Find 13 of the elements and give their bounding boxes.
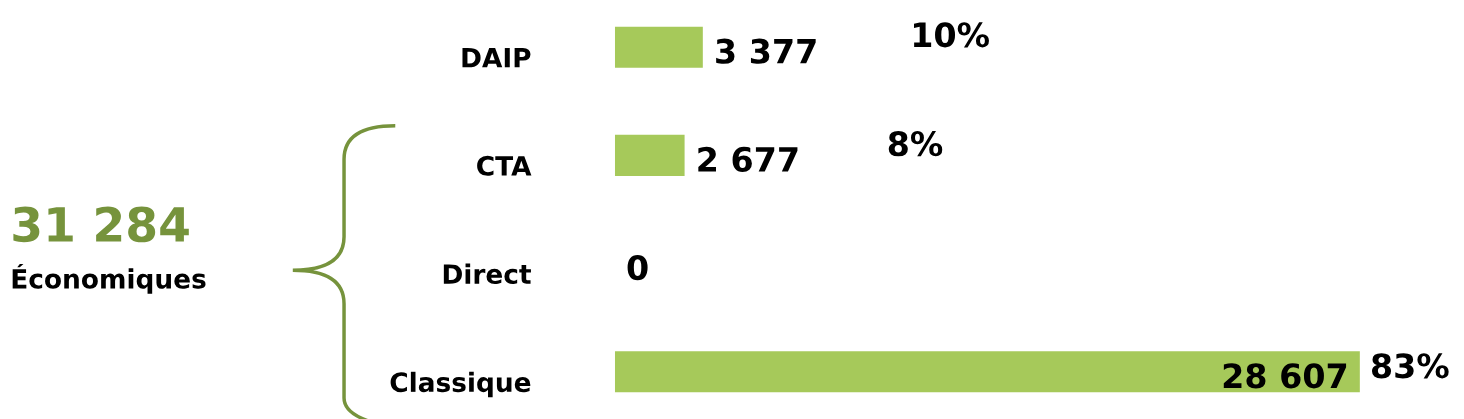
y-tick-label: DAIP xyxy=(462,48,531,68)
annotation: 8% xyxy=(888,131,943,157)
data-label: 28 607 xyxy=(1223,363,1347,389)
text: Économiques xyxy=(12,263,206,294)
y-tick-label: CTA xyxy=(477,155,532,176)
annotation: 10% xyxy=(914,22,989,48)
text: 31 284 xyxy=(13,206,189,243)
y-tick-label: Classique xyxy=(390,371,531,398)
data-label: 3 377 xyxy=(716,38,816,64)
y-tick-label: Direct xyxy=(443,263,531,285)
text: 83% xyxy=(1371,353,1449,379)
data-label: 0 xyxy=(627,255,648,281)
data-label: 2 677 xyxy=(698,146,798,173)
